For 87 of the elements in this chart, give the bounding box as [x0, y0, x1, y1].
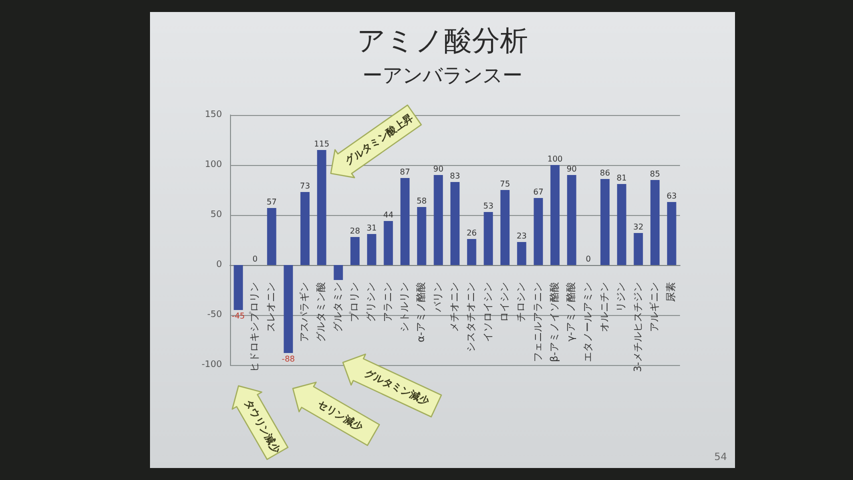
data-label: 81	[616, 174, 627, 182]
data-label: 32	[633, 222, 644, 232]
x-tick-label: グルタミン	[332, 282, 344, 332]
data-label: 90	[433, 164, 444, 174]
bar	[384, 221, 393, 265]
x-tick-label: アスパラギン	[298, 282, 310, 342]
data-label: 44	[383, 210, 394, 220]
x-tick-label: グリシン	[366, 282, 378, 322]
data-label: -88	[282, 354, 295, 364]
x-tick-label: メチオニン	[450, 282, 460, 332]
x-tick-label: グルタミン酸	[315, 282, 328, 342]
data-label: 67	[533, 188, 544, 196]
x-tick-label: γ-アミノ酪酸	[565, 282, 578, 342]
data-label: 115	[314, 140, 330, 148]
y-tick-label: -100	[202, 360, 222, 370]
chart-title: アミノ酸分析	[357, 24, 528, 57]
x-tick-label: アラニン	[382, 282, 394, 322]
data-label: 83	[450, 172, 460, 180]
y-tick-label: 100	[204, 160, 222, 170]
x-tick-label: アルギニン	[648, 282, 660, 332]
x-tick-label: リジン	[616, 282, 628, 312]
data-label: 100	[547, 154, 563, 164]
text: タウリン減少	[241, 397, 282, 456]
x-tick-label: イソロイシン	[482, 282, 494, 342]
data-label: 23	[516, 232, 527, 240]
bar	[534, 198, 543, 265]
data-label: 57	[266, 198, 277, 206]
data-label: 85	[650, 170, 660, 178]
bar	[334, 265, 343, 280]
x-tick-label: エタノールアミン	[582, 282, 594, 362]
data-label: 87	[400, 168, 410, 176]
x-tick-label: バリン	[432, 282, 444, 313]
bar	[350, 237, 360, 265]
data-label: 26	[466, 228, 477, 238]
bar	[284, 265, 293, 353]
x-tick-label: チロシン	[516, 282, 528, 322]
chart-subtitle: ーアンバランスー	[362, 63, 522, 87]
bar	[650, 180, 660, 265]
data-label: -45	[232, 312, 245, 320]
data-label: 58	[416, 196, 427, 206]
bar	[517, 242, 526, 265]
x-tick-label: シトルリン	[400, 282, 410, 332]
bar	[417, 207, 426, 265]
y-tick-label: -50	[207, 310, 222, 320]
data-label: 28	[350, 226, 360, 236]
bar	[317, 150, 326, 265]
data-label: 53	[483, 202, 494, 210]
x-tick-label: スレオニン	[266, 282, 278, 332]
bar	[617, 184, 626, 265]
x-tick-label: α-アミノ酪酸	[415, 282, 428, 342]
data-label: 90	[566, 164, 577, 174]
x-tick-label: 3-メチルヒスチジン	[632, 282, 644, 372]
bar	[400, 178, 410, 265]
data-label: 86	[600, 168, 610, 178]
bar	[450, 182, 460, 265]
x-tick-label: β-アミノイソ酪酸	[548, 282, 560, 362]
x-tick-label: ヒドロキシプロリン	[248, 282, 260, 372]
bar	[267, 208, 276, 265]
x-tick-label: フェニルアラニン	[532, 282, 544, 362]
data-label: 0	[252, 254, 258, 264]
bar	[234, 265, 243, 310]
x-tick-label: プロリン	[348, 282, 360, 322]
bar	[500, 190, 510, 265]
data-label: 73	[300, 182, 310, 190]
data-label: 63	[666, 192, 677, 200]
text: 54	[714, 452, 727, 463]
bar	[567, 175, 576, 265]
bar	[667, 202, 676, 265]
x-tick-label: 尿素	[665, 282, 678, 302]
x-tick-label: シスタチオニン	[466, 282, 478, 352]
bar	[634, 233, 643, 265]
bar	[484, 212, 493, 265]
bar	[600, 179, 610, 265]
y-tick-label: 50	[210, 210, 222, 220]
bar	[550, 165, 560, 265]
y-tick-label: 0	[216, 260, 222, 270]
x-tick-label: ロイシン	[500, 282, 510, 322]
bar	[300, 192, 310, 265]
bar	[434, 175, 443, 265]
bar	[367, 234, 376, 265]
annotation: グルタミン酸上昇	[342, 112, 416, 168]
x-tick-label: オルニチン	[600, 282, 610, 332]
data-label: 0	[586, 254, 591, 264]
y-tick-label: 150	[204, 110, 222, 120]
data-label: 75	[500, 180, 510, 188]
bar	[467, 239, 476, 265]
data-label: 31	[366, 224, 377, 232]
